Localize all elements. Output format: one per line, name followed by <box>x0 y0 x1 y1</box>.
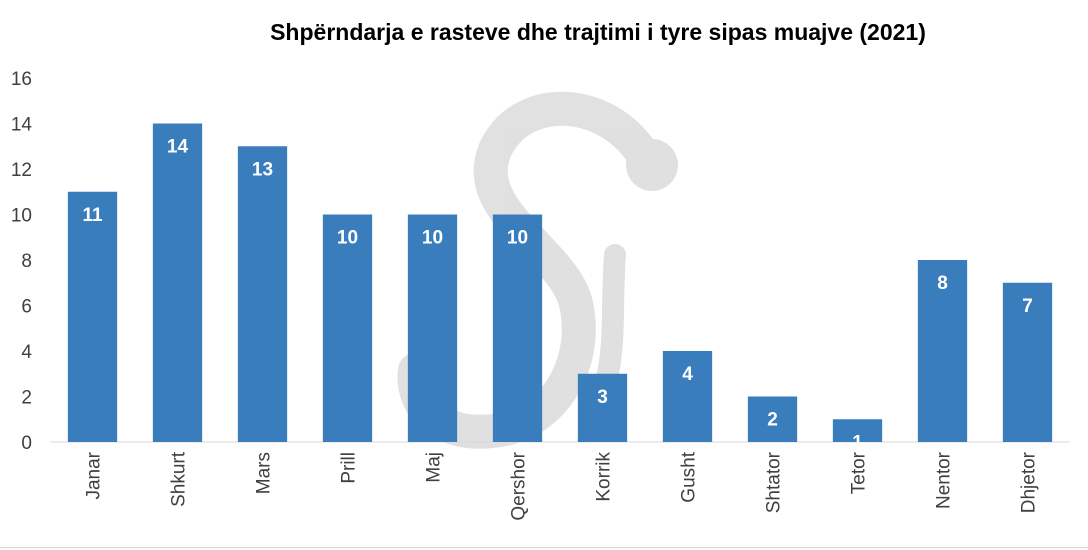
bar-shtator <box>747 396 798 442</box>
data-label: 7 <box>1022 296 1033 317</box>
y-tick-label: 6 <box>21 297 32 318</box>
y-tick-label: 12 <box>11 160 32 181</box>
x-tick-label: Mars <box>254 452 275 494</box>
x-tick-label: Qershor <box>509 451 530 520</box>
bar-nentor <box>917 260 968 442</box>
x-tick-label: Prill <box>339 452 360 484</box>
data-label: 8 <box>937 273 948 294</box>
bar-gusht <box>662 351 713 442</box>
y-tick-label: 8 <box>21 251 32 272</box>
x-tick-label: Tetor <box>849 451 870 494</box>
bar-tetor <box>832 419 883 442</box>
bar-qershor <box>492 214 543 442</box>
y-tick-label: 16 <box>11 69 32 90</box>
x-tick-label: Nentor <box>934 451 955 509</box>
x-tick-label: Janar <box>84 451 105 499</box>
y-tick-label: 14 <box>11 115 33 136</box>
bottom-divider <box>0 547 1088 548</box>
y-tick-label: 0 <box>21 433 32 454</box>
data-label: 10 <box>337 228 358 249</box>
data-label: 13 <box>252 159 273 180</box>
x-tick-label: Shtator <box>764 451 785 513</box>
data-labels: 11 14 13 10 10 10 3 4 2 1 8 7 <box>82 137 1032 454</box>
data-label: 4 <box>682 364 693 385</box>
data-label: 14 <box>167 137 189 158</box>
x-tick-label: Shkurt <box>169 451 190 507</box>
data-label: 11 <box>82 205 103 226</box>
x-tick-label: Korrik <box>594 452 615 502</box>
data-label: 2 <box>767 410 778 431</box>
y-tick-label: 2 <box>21 388 32 409</box>
data-label: 1 <box>852 432 863 453</box>
bar-mars <box>237 146 288 442</box>
bar-korrik <box>577 373 628 442</box>
bars <box>67 123 1053 442</box>
x-tick-label: Dhjetor <box>1019 451 1040 513</box>
data-label: 10 <box>507 228 528 249</box>
x-tick-label: Maj <box>424 452 445 483</box>
y-tick-label: 4 <box>21 342 32 363</box>
bar-dhjetor <box>1002 282 1053 442</box>
bar-prill <box>322 214 373 442</box>
chart-title: Shpërndarja e rasteve dhe trajtimi i tyr… <box>270 19 926 45</box>
bar-janar <box>67 191 118 442</box>
bar-shkurt <box>152 123 203 442</box>
x-axis: Janar Shkurt Mars Prill Maj Qershor Korrik Gush… <box>84 451 1040 520</box>
data-label: 10 <box>422 228 443 249</box>
data-label: 3 <box>597 387 608 408</box>
bar-maj <box>407 214 458 442</box>
y-axis: 0 2 4 6 8 10 12 14 16 <box>11 69 33 454</box>
y-tick-label: 10 <box>11 206 32 227</box>
x-tick-label: Gusht <box>679 451 700 502</box>
